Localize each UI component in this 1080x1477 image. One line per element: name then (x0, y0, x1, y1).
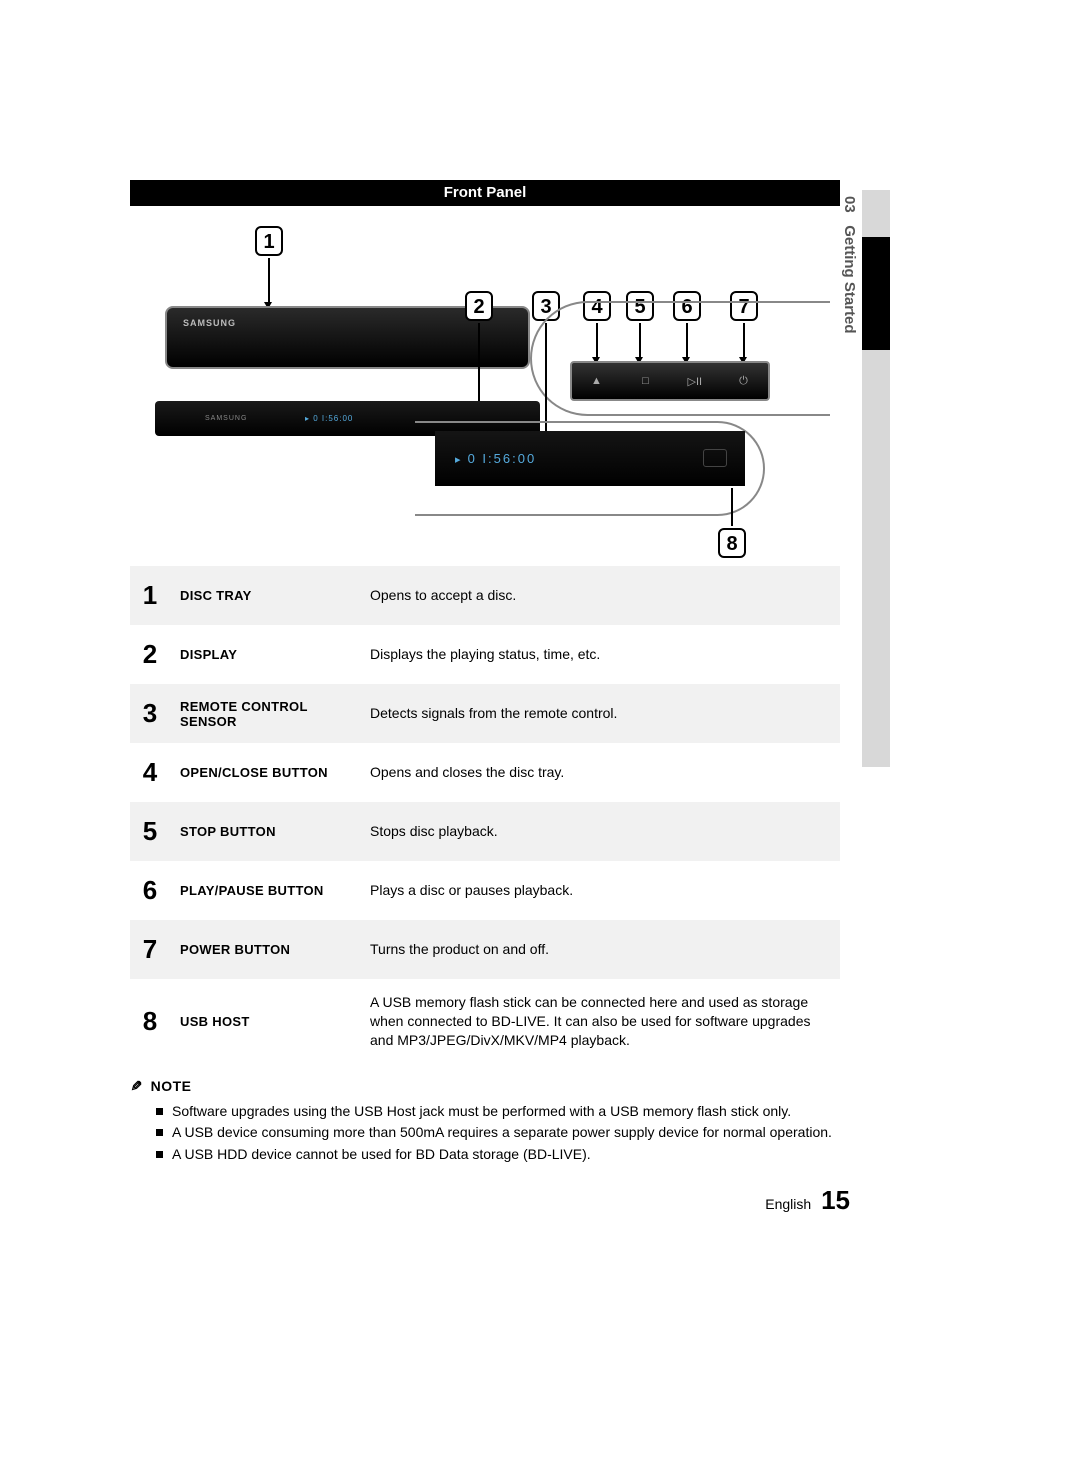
display-readout-small: ▸ 0 I:56:00 (305, 414, 353, 423)
footer-language: English (765, 1196, 811, 1212)
part-number: 8 (130, 979, 170, 1064)
part-description: Displays the playing status, time, etc. (360, 625, 840, 684)
table-row: 7POWER BUTTONTurns the product on and of… (130, 920, 840, 979)
part-number: 1 (130, 566, 170, 625)
note-icon: ✎ (130, 1078, 142, 1095)
table-row: 3REMOTE CONTROL SENSORDetects signals fr… (130, 684, 840, 743)
device-front-zoom: ▸ 0 I:56:00 (435, 431, 745, 486)
part-description: Stops disc playback. (360, 802, 840, 861)
page-content: Front Panel 1 SAMSUNG 2 3 4 5 6 7 ▲ □ ▷I… (130, 180, 850, 1166)
panel-title: Front Panel (130, 180, 840, 206)
note-item: Software upgrades using the USB Host jac… (156, 1101, 840, 1123)
part-name: POWER BUTTON (170, 920, 360, 979)
part-description: Plays a disc or pauses playback. (360, 861, 840, 920)
part-name: REMOTE CONTROL SENSOR (170, 684, 360, 743)
part-name: OPEN/CLOSE BUTTON (170, 743, 360, 802)
note-item: A USB device consuming more than 500mA r… (156, 1122, 840, 1144)
power-icon: ⏻ (737, 375, 751, 388)
part-description: Turns the product on and off. (360, 920, 840, 979)
part-name: DISC TRAY (170, 566, 360, 625)
device-top-controls: ▲ □ ▷II ⏻ (570, 361, 770, 401)
page-footer: English 15 (0, 1185, 850, 1216)
device-brand: SAMSUNG (183, 318, 236, 328)
table-row: 1DISC TRAYOpens to accept a disc. (130, 566, 840, 625)
callout-2: 2 (465, 291, 493, 321)
device-brand-small: SAMSUNG (205, 401, 247, 436)
part-number: 6 (130, 861, 170, 920)
part-description: Opens to accept a disc. (360, 566, 840, 625)
note-section: ✎ NOTE Software upgrades using the USB H… (130, 1078, 840, 1166)
note-header: ✎ NOTE (130, 1078, 840, 1095)
part-name: STOP BUTTON (170, 802, 360, 861)
parts-table: 1DISC TRAYOpens to accept a disc.2DISPLA… (130, 566, 840, 1064)
table-row: 6PLAY/PAUSE BUTTONPlays a disc or pauses… (130, 861, 840, 920)
callout-8-leader (731, 488, 733, 526)
play-pause-icon: ▷II (688, 375, 702, 388)
eject-icon: ▲ (590, 375, 604, 387)
part-name: USB HOST (170, 979, 360, 1064)
note-item: A USB HDD device cannot be used for BD D… (156, 1144, 840, 1166)
callout-8: 8 (718, 528, 746, 558)
table-row: 2DISPLAYDisplays the playing status, tim… (130, 625, 840, 684)
footer-page-number: 15 (821, 1185, 850, 1215)
table-row: 5STOP BUTTONStops disc playback. (130, 802, 840, 861)
display-readout: 0 I:56:00 (468, 451, 537, 466)
part-description: Detects signals from the remote control. (360, 684, 840, 743)
part-number: 5 (130, 802, 170, 861)
part-description: Opens and closes the disc tray. (360, 743, 840, 802)
usb-port-icon (703, 449, 727, 467)
part-name: DISPLAY (170, 625, 360, 684)
part-number: 7 (130, 920, 170, 979)
stop-icon: □ (639, 375, 653, 387)
part-description: A USB memory flash stick can be connecte… (360, 979, 840, 1064)
part-number: 3 (130, 684, 170, 743)
part-number: 4 (130, 743, 170, 802)
callout-1: 1 (255, 226, 283, 256)
part-name: PLAY/PAUSE BUTTON (170, 861, 360, 920)
note-label: NOTE (151, 1078, 192, 1094)
front-panel-diagram: 1 SAMSUNG 2 3 4 5 6 7 ▲ □ ▷II ⏻ (130, 206, 840, 556)
side-tab-marker (862, 237, 890, 350)
note-list: Software upgrades using the USB Host jac… (156, 1101, 840, 1166)
table-row: 4OPEN/CLOSE BUTTONOpens and closes the d… (130, 743, 840, 802)
table-row: 8USB HOSTA USB memory flash stick can be… (130, 979, 840, 1064)
part-number: 2 (130, 625, 170, 684)
callout-1-leader (268, 258, 270, 303)
